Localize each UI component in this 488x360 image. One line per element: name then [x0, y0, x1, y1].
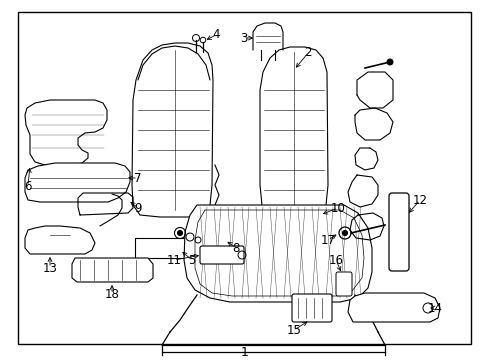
- FancyBboxPatch shape: [200, 246, 244, 264]
- Polygon shape: [183, 205, 371, 302]
- Text: 8: 8: [232, 242, 239, 255]
- Text: 15: 15: [286, 324, 301, 337]
- Polygon shape: [72, 258, 153, 282]
- Text: 18: 18: [104, 288, 119, 301]
- Text: 14: 14: [427, 302, 442, 315]
- Circle shape: [342, 230, 347, 235]
- Text: 13: 13: [42, 261, 57, 274]
- Text: 2: 2: [304, 46, 311, 59]
- Polygon shape: [260, 47, 327, 217]
- Text: 9: 9: [134, 202, 142, 215]
- Text: 6: 6: [24, 180, 32, 193]
- Text: 3: 3: [240, 31, 247, 45]
- Text: 1: 1: [240, 346, 248, 359]
- Circle shape: [386, 59, 392, 65]
- Text: 12: 12: [412, 194, 427, 207]
- Text: 16: 16: [328, 253, 343, 266]
- Text: 10: 10: [330, 202, 345, 215]
- Text: 17: 17: [320, 234, 335, 247]
- Circle shape: [177, 230, 182, 235]
- FancyBboxPatch shape: [291, 294, 331, 322]
- FancyBboxPatch shape: [335, 272, 351, 296]
- Text: 11: 11: [166, 253, 181, 266]
- Text: 5: 5: [188, 253, 195, 266]
- Text: 4: 4: [212, 28, 219, 41]
- Polygon shape: [25, 163, 130, 202]
- Polygon shape: [347, 293, 439, 322]
- Text: 7: 7: [134, 171, 142, 184]
- Polygon shape: [25, 100, 107, 165]
- Polygon shape: [132, 43, 213, 217]
- FancyBboxPatch shape: [388, 193, 408, 271]
- Polygon shape: [25, 226, 95, 254]
